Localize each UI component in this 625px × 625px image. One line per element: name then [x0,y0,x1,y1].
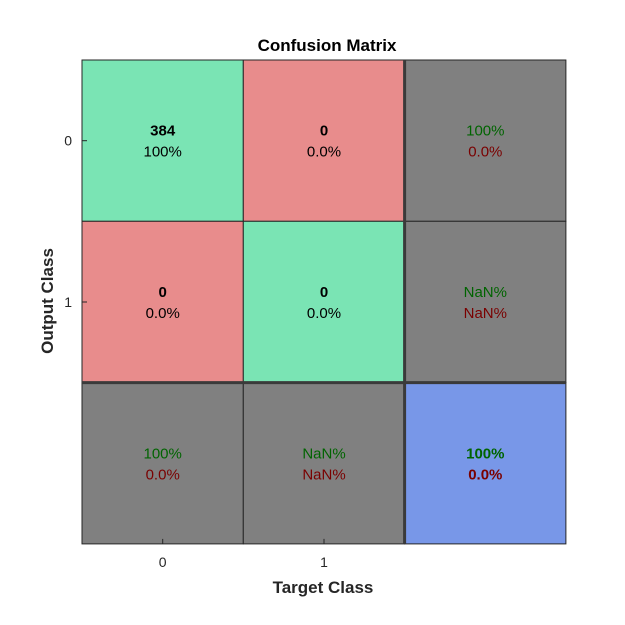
chart-title: Confusion Matrix [258,36,397,55]
cell-percent: 0.0% [307,305,341,322]
x-tick-label: 0 [159,554,167,570]
cell-text-layer: 384 100% 0 0.0% 100% 0.0% 0 0.0% 0 0.0% NaN% NaN% 10… [144,123,507,484]
overall-accuracy-cell [404,382,567,545]
cells-layer [81,59,567,545]
column-incorrect: 0.0% [146,466,180,483]
column-correct: 100% [144,445,182,462]
matrix-cell [242,220,406,384]
cell-count: 0 [159,284,167,301]
matrix-cell [242,59,406,222]
row-summary-cell [404,59,567,222]
cell-count: 0 [320,123,328,140]
column-correct: NaN% [302,445,345,462]
cell-percent: 0.0% [307,144,341,161]
column-incorrect: NaN% [302,466,345,483]
row-incorrect: NaN% [464,305,507,322]
cell-percent: 0.0% [146,305,180,322]
x-axis-label: Target Class [273,578,374,597]
y-tick-label: 0 [64,133,72,149]
row-incorrect: 0.0% [468,144,502,161]
row-correct: 100% [466,123,504,140]
overall-incorrect: 0.0% [468,466,502,483]
column-summary-cell [242,382,406,545]
matrix-cell [81,220,244,384]
matrix-cell [81,59,244,222]
column-summary-cell [81,382,244,545]
cell-count: 0 [320,284,328,301]
row-correct: NaN% [464,284,507,301]
cell-count: 384 [150,123,176,140]
y-tick-label: 1 [64,294,72,310]
ticks-layer: 0 1 0 1 [64,133,328,570]
overall-correct: 100% [466,445,504,462]
y-axis-label: Output Class [38,248,57,354]
row-summary-cell [404,220,567,384]
cell-percent: 100% [144,144,182,161]
x-tick-label: 1 [320,554,328,570]
